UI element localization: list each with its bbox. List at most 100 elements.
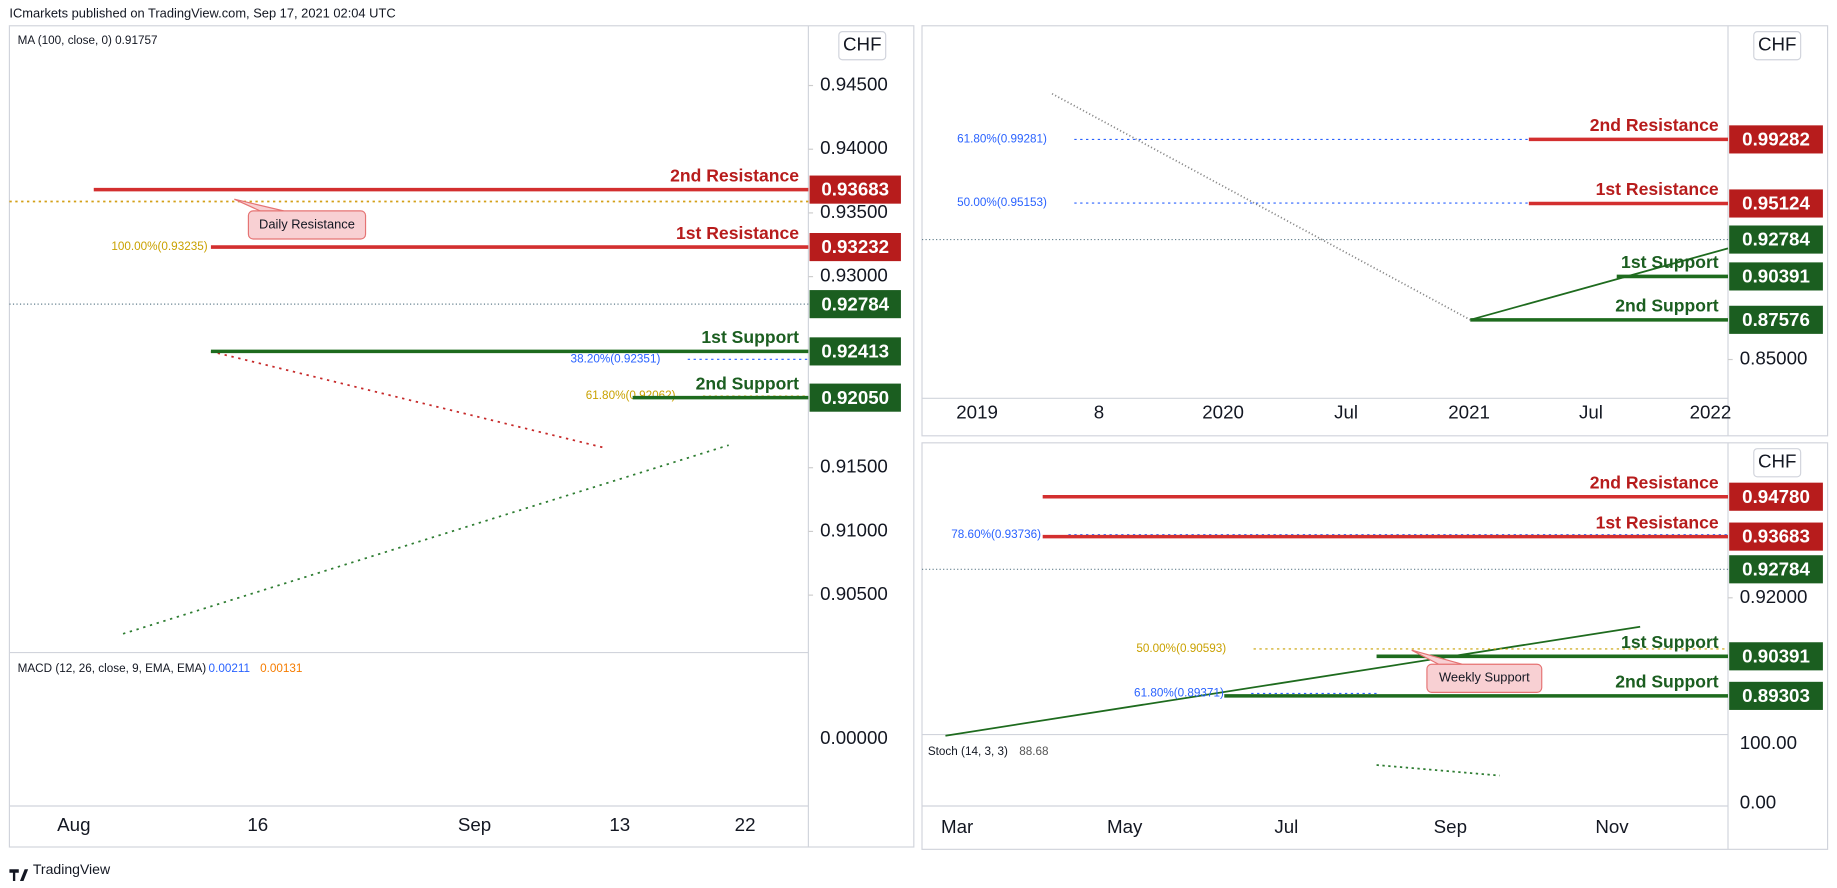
callout: Weekly Support [1439,670,1530,685]
level-name: 1st Resistance [1596,179,1719,199]
time-tick-label: 22 [735,814,756,835]
price-tick-label: 0.93000 [820,265,888,286]
price-tick-label: 0.91500 [820,456,888,477]
time-tick-label: 16 [247,814,268,835]
level-name: 2nd Resistance [1590,472,1719,492]
level-name: 2nd Support [1615,672,1719,692]
time-tick-label: Sep [458,814,491,835]
level-price: 0.92050 [821,387,889,408]
current-price: 0.92784 [821,293,889,314]
level-price: 0.93232 [821,236,889,257]
price-tick-label: 0.91000 [820,519,888,540]
time-tick-label: May [1107,816,1143,837]
sub-tick-label: 0.00 [1740,792,1776,813]
price-box [809,337,901,366]
price-box [1729,262,1823,291]
level-name: 2nd Resistance [1590,115,1719,135]
callout-box [247,210,367,240]
time-tick-label: 8 [1094,401,1104,422]
time-tick-label: 2021 [1448,401,1490,422]
sub-reading: 0.00131 [260,662,302,675]
time-tick-label: Sep [1434,816,1467,837]
footer: TradingView [33,861,111,877]
sub-indicator-label: Stoch (14, 3, 3) [928,745,1008,758]
level-price: 0.90391 [1742,645,1810,666]
price-tick-label: 0.93500 [820,201,888,222]
header: ICmarkets published on TradingView.com, … [9,5,395,20]
callout-box [1426,663,1543,693]
currency: CHF [1758,451,1797,472]
level-price: 0.93683 [821,179,889,200]
currency: CHF [843,34,882,55]
time-tick-label: 2019 [956,401,998,422]
current-price: 0.92784 [1742,229,1810,250]
price-tick-label: 0.90500 [820,583,888,604]
level-price: 0.94780 [1742,486,1810,507]
currency-badge [1753,31,1802,61]
level-price: 0.89303 [1742,685,1810,706]
price-box [1729,522,1823,551]
time-tick-label: 2022 [1690,401,1732,422]
sub-tick-label: 100.00 [1740,732,1797,753]
logo: TradingView [9,861,111,881]
level-name: 2nd Support [696,373,800,393]
level-name: 1st Resistance [676,223,799,243]
callout: Daily Resistance [259,216,355,231]
callout-pointer [234,198,284,212]
time-tick-label: 13 [609,814,630,835]
time-tick-label: Jul [1579,401,1603,422]
price-tick-label: 0.92000 [1740,586,1808,607]
level-price: 0.87576 [1742,309,1810,330]
fib-label: 61.80%(0.99281) [957,133,1047,146]
level-price: 0.99282 [1742,129,1810,150]
fib-label: 100.00%(0.93235) [111,240,207,253]
price-box [1729,482,1823,511]
sub-indicator-label: MACD (12, 26, close, 9, EMA, EMA) [18,662,207,675]
price-tick-label: 0.94000 [820,137,888,158]
price-tick-label: 0.85000 [1740,347,1808,368]
frames [8,25,1829,850]
time-tick-label: Jul [1334,401,1358,422]
level-name: 1st Resistance [1596,512,1719,532]
panel: 0.85000 2019 8 2020 Jul 2021 Jul 2022 0.92784 61.… [922,31,1823,422]
time-tick-label: Nov [1595,816,1629,837]
time-tick-label: Mar [941,816,973,837]
price-box [809,233,901,262]
level-name: 2nd Support [1615,296,1719,316]
price-box [809,175,901,204]
trendlines [9,92,1729,777]
callout-pointer [1411,649,1463,665]
currency-badge [1753,448,1802,478]
fib-label: 61.80%(0.89371) [1134,686,1224,699]
panel: 0.94500 0.94000 0.93500 0.93000 0.91500 0.910… [9,31,901,835]
price-tick-label: 0.94500 [820,73,888,94]
level-price: 0.90391 [1742,266,1810,287]
currency-badge [838,31,887,61]
price-box [1729,555,1823,584]
sub-tick-label: 0.00000 [820,727,888,748]
price-box [809,290,901,319]
price-box [1729,305,1823,334]
price-box [809,383,901,412]
level-name: 1st Support [701,327,799,347]
price-box [1729,681,1823,710]
fib-label: 50.00%(0.90593) [1136,642,1226,655]
currency: CHF [1758,34,1797,55]
time-tick-label: Aug [57,814,90,835]
price-box [1729,189,1823,218]
level-price: 0.92413 [821,341,889,362]
level-price: 0.95124 [1742,193,1810,214]
time-tick-label: 2020 [1202,401,1244,422]
time-tick-label: Jul [1274,816,1298,837]
sub-reading: 88.68 [1019,745,1048,758]
panel: 0.92000 Mar May Jul Sep Nov 0.92784 78.60%(0.93… [922,448,1823,837]
level-name: 1st Support [1621,252,1719,272]
fib-label: 38.20%(0.92351) [571,352,661,365]
fib-label: 78.60%(0.93736) [951,528,1041,541]
level-name: 2nd Resistance [670,165,799,185]
current-price: 0.92784 [1742,558,1810,579]
fib-label: 61.80%(0.92062) [586,389,676,402]
price-box [1729,125,1823,154]
